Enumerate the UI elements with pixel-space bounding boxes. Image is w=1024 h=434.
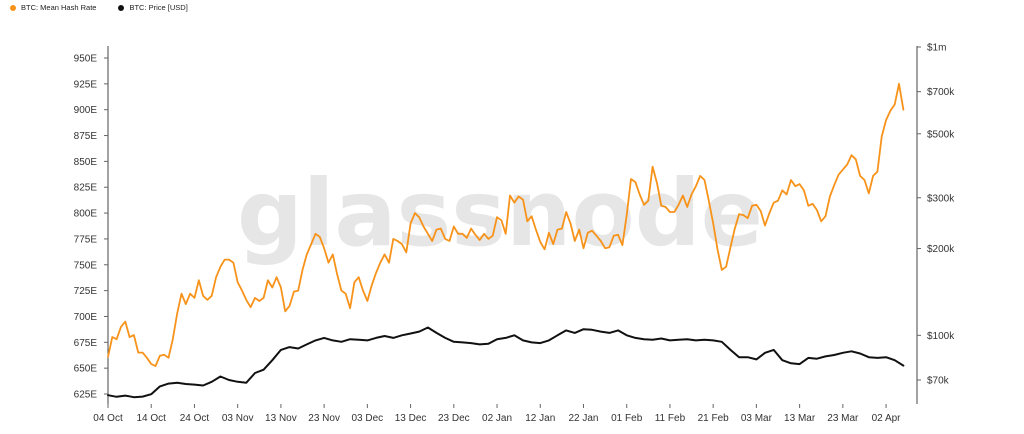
x-axis-ticks: 04 Oct 14 Oct 24 Oct 03 Nov 13 Nov 23 Nov 03 D… — [93, 404, 901, 424]
x-tick-label: 03 Mar — [741, 413, 773, 424]
x-tick-label: 02 Jan — [482, 413, 512, 424]
x-tick-label: 23 Mar — [827, 413, 859, 424]
y-left-tick-label: 950E — [74, 54, 98, 65]
y-right-axis-ticks: $70k $100k $200k $300k $500k $700k $1m — [917, 43, 955, 387]
x-tick-label: 12 Jan — [525, 413, 555, 424]
x-tick-label: 24 Oct — [180, 413, 210, 424]
x-tick-label: 22 Jan — [568, 413, 598, 424]
y-left-tick-label: 875E — [74, 131, 98, 142]
legend-item-hash-rate[interactable]: BTC: Mean Hash Rate — [10, 3, 96, 12]
y-right-tick-label: $100k — [927, 331, 955, 342]
x-tick-label: 13 Mar — [784, 413, 816, 424]
x-tick-label: 23 Nov — [308, 413, 340, 424]
x-tick-label: 11 Feb — [655, 413, 686, 424]
x-tick-label: 02 Apr — [872, 413, 902, 424]
x-tick-label: 03 Dec — [352, 413, 384, 424]
y-left-tick-label: 775E — [74, 234, 98, 245]
y-right-tick-label: $500k — [927, 129, 955, 140]
x-tick-label: 21 Feb — [698, 413, 730, 424]
y-left-tick-label: 650E — [74, 364, 98, 375]
y-left-tick-label: 700E — [74, 312, 98, 323]
legend-item-price[interactable]: BTC: Price [USD] — [118, 3, 188, 12]
x-tick-label: 04 Oct — [93, 413, 123, 424]
watermark: glassnode — [237, 160, 763, 267]
y-right-tick-label: $700k — [927, 87, 955, 98]
y-right-tick-label: $1m — [927, 43, 946, 54]
legend-label-price: BTC: Price [USD] — [129, 3, 188, 12]
y-left-axis-ticks: 625E 650E 675E 700E 725E 750E 775E 800E 825E 850E… — [74, 54, 108, 401]
y-left-tick-label: 800E — [74, 209, 98, 220]
legend-swatch-price — [118, 4, 125, 11]
x-tick-label: 01 Feb — [611, 413, 643, 424]
chart-legend: BTC: Mean Hash Rate BTC: Price [USD] — [10, 3, 188, 12]
y-left-tick-label: 825E — [74, 183, 98, 194]
legend-swatch-hash-rate — [10, 4, 16, 11]
y-right-tick-label: $200k — [927, 244, 955, 255]
x-tick-label: 13 Nov — [265, 413, 297, 424]
x-tick-label: 13 Dec — [395, 413, 427, 424]
y-left-tick-label: 725E — [74, 286, 98, 297]
y-right-tick-label: $70k — [927, 376, 950, 387]
series-lines — [107, 82, 905, 399]
price-line — [107, 326, 905, 399]
x-tick-label: 23 Dec — [438, 413, 470, 424]
y-right-tick-label: $300k — [927, 193, 955, 204]
legend-label-hash-rate: BTC: Mean Hash Rate — [21, 3, 97, 12]
hash-rate-line — [107, 82, 905, 367]
y-left-tick-label: 675E — [74, 338, 98, 349]
y-left-tick-label: 900E — [74, 105, 98, 116]
x-tick-label: 03 Nov — [222, 413, 254, 424]
y-left-tick-label: 750E — [74, 260, 98, 271]
x-tick-label: 14 Oct — [136, 413, 166, 424]
y-left-tick-label: 925E — [74, 79, 98, 90]
y-left-tick-label: 625E — [74, 390, 98, 401]
y-left-tick-label: 850E — [74, 157, 98, 168]
